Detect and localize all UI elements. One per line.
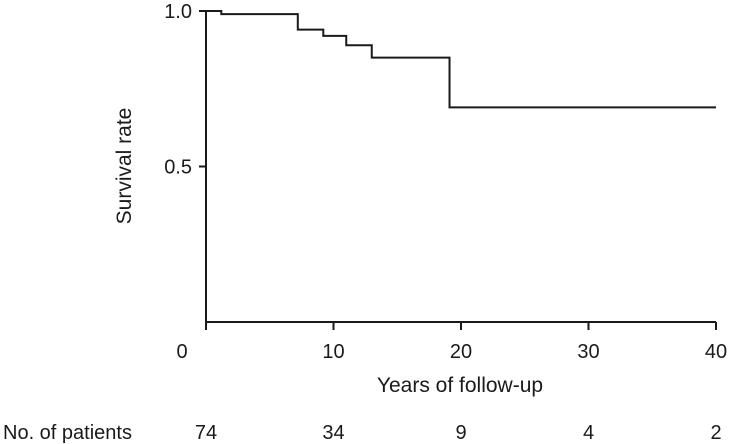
risk-table-value: 4 xyxy=(583,422,594,444)
risk-table-value: 9 xyxy=(455,422,466,444)
x-axis-label: Years of follow-up xyxy=(377,374,543,397)
y-tick-label: 1.0 xyxy=(164,1,192,23)
risk-table-values: 74 34 9 4 2 xyxy=(195,422,722,444)
y-axis-label: Survival rate xyxy=(113,108,136,225)
x-tick-label: 20 xyxy=(450,341,472,363)
x-tick-label: 10 xyxy=(322,341,344,363)
y-axis-ticks: 0.5 1.0 xyxy=(164,1,206,179)
y-tick-label: 0.5 xyxy=(164,157,192,179)
x-tick-label: 0 xyxy=(176,341,187,363)
survival-curve xyxy=(206,10,716,109)
x-tick-label: 30 xyxy=(577,341,599,363)
risk-table-value: 74 xyxy=(195,422,217,444)
risk-table-label: No. of patients xyxy=(3,422,132,444)
risk-table-value: 34 xyxy=(322,422,344,444)
x-axis-ticks: 0 10 20 30 40 xyxy=(176,322,727,363)
x-tick-label: 40 xyxy=(705,341,727,363)
risk-table-value: 2 xyxy=(710,422,721,444)
